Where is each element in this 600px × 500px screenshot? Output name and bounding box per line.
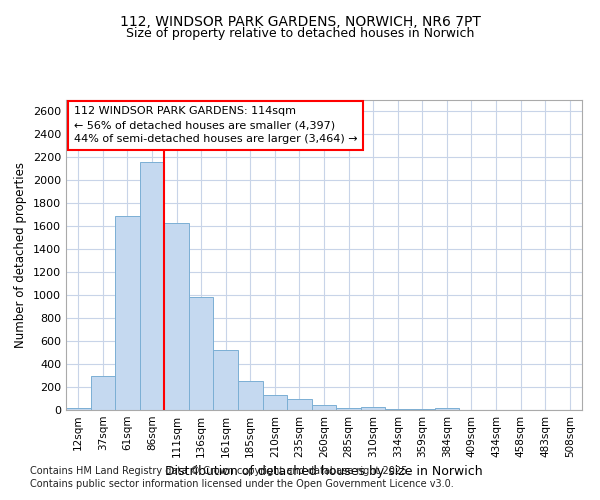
Y-axis label: Number of detached properties: Number of detached properties <box>14 162 28 348</box>
Bar <box>287 399 312 410</box>
Bar <box>336 408 361 410</box>
Bar <box>91 376 115 410</box>
Bar <box>263 394 287 410</box>
Text: 112 WINDSOR PARK GARDENS: 114sqm
← 56% of detached houses are smaller (4,397)
44: 112 WINDSOR PARK GARDENS: 114sqm ← 56% o… <box>74 106 358 144</box>
Bar <box>164 223 189 410</box>
Bar <box>115 216 140 410</box>
Bar <box>434 408 459 410</box>
Bar <box>312 406 336 410</box>
Text: Contains HM Land Registry data © Crown copyright and database right 2025.: Contains HM Land Registry data © Crown c… <box>30 466 410 476</box>
Bar <box>140 162 164 410</box>
Text: Size of property relative to detached houses in Norwich: Size of property relative to detached ho… <box>126 28 474 40</box>
Bar <box>238 382 263 410</box>
Bar <box>214 350 238 410</box>
Bar <box>66 408 91 410</box>
X-axis label: Distribution of detached houses by size in Norwich: Distribution of detached houses by size … <box>165 466 483 478</box>
Text: 112, WINDSOR PARK GARDENS, NORWICH, NR6 7PT: 112, WINDSOR PARK GARDENS, NORWICH, NR6 … <box>119 15 481 29</box>
Text: Contains public sector information licensed under the Open Government Licence v3: Contains public sector information licen… <box>30 479 454 489</box>
Bar <box>189 297 214 410</box>
Bar <box>361 407 385 410</box>
